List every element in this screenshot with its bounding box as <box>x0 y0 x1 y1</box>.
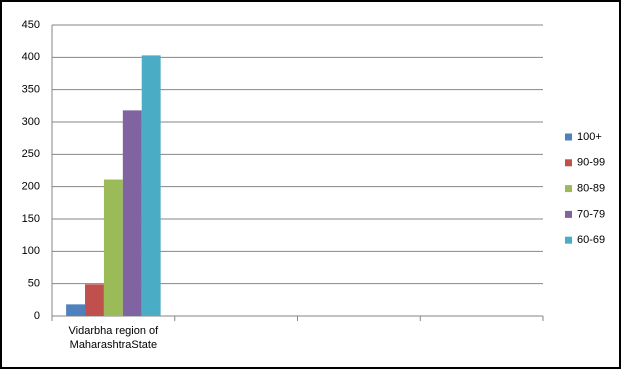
y-tick-label: 200 <box>22 181 40 193</box>
y-tick-label: 400 <box>22 51 40 63</box>
bar <box>85 284 104 316</box>
y-tick-label: 0 <box>34 310 40 322</box>
legend-label: 100+ <box>577 131 602 143</box>
legend-label: 80-89 <box>577 183 605 195</box>
legend-swatch <box>565 133 572 141</box>
y-tick-label: 250 <box>22 148 40 160</box>
x-tick-label: Vidarbha region of MaharashtraState <box>68 325 159 351</box>
y-tick-label: 100 <box>22 245 40 257</box>
legend-swatch <box>565 159 572 167</box>
bar <box>122 110 142 316</box>
bar <box>141 55 161 316</box>
legend-swatch <box>565 210 572 218</box>
legend-swatch <box>565 185 572 193</box>
legend-label: 60-69 <box>577 234 605 246</box>
y-tick-label: 450 <box>22 19 40 31</box>
bar <box>66 304 86 316</box>
y-tick-label: 150 <box>22 213 40 225</box>
legend-label: 90-99 <box>577 157 605 169</box>
legend-swatch <box>565 236 572 244</box>
legend-label: 70-79 <box>577 208 605 220</box>
y-tick-label: 50 <box>28 278 40 290</box>
bar <box>103 179 123 316</box>
y-tick-label: 300 <box>22 116 40 128</box>
y-tick-label: 350 <box>22 84 40 96</box>
